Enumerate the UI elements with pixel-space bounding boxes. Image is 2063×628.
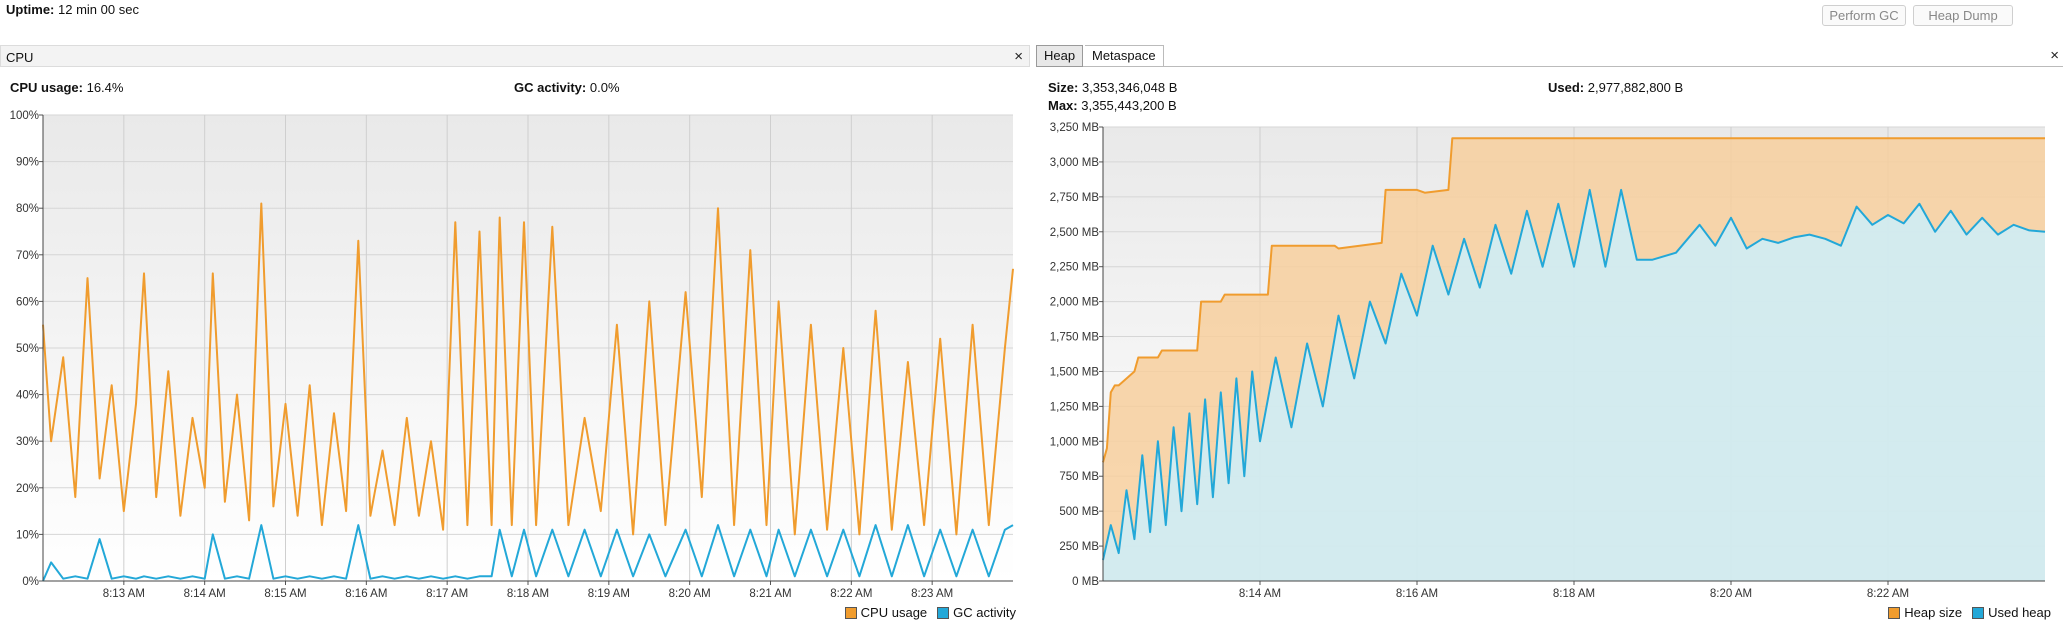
y-tick-label: 750 MB: [1059, 471, 1099, 483]
y-tick-label: 250 MB: [1059, 541, 1099, 553]
heap-size-swatch: [1888, 606, 1901, 619]
heap-panel: Heap Metaspace × Size: 3,353,346,048 B M…: [1036, 45, 2063, 620]
x-tick-label: 8:15 AM: [264, 588, 306, 600]
heap-max-value: 3,355,443,200 B: [1081, 98, 1177, 113]
cpu-panel: CPU × CPU usage: 16.4% GC activity: 0.0%…: [0, 45, 1030, 620]
y-tick-label: 90%: [16, 157, 39, 169]
y-tick-label: 1,500 MB: [1050, 366, 1100, 378]
heap-chart: 0 MB 250 MB 500 MB 750 MB 1,000 MB 1,250 MB 1,…: [1050, 122, 2046, 600]
x-tick-label: 8:13 AM: [103, 588, 145, 600]
gc-activity-line: [42, 524, 1014, 582]
heap-max-stat: Max: 3,355,443,200 B: [1048, 98, 1177, 113]
y-tick-label: 2,750 MB: [1050, 192, 1100, 204]
cpu-panel-title: CPU: [6, 50, 34, 65]
legend-heap-size: Heap size: [1904, 605, 1963, 620]
y-tick-label: 100%: [10, 110, 39, 122]
uptime-value: 12 min 00 sec: [58, 2, 139, 17]
y-tick-label: 40%: [16, 390, 39, 402]
legend-cpu-usage: CPU usage: [860, 605, 928, 620]
y-tick-label: 80%: [16, 203, 39, 215]
x-tick-label: 8:14 AM: [184, 588, 226, 600]
heap-size-line: [1102, 137, 2045, 463]
x-tick-label: 8:22 AM: [1867, 588, 1909, 600]
gc-activity-swatch: [937, 606, 950, 619]
used-heap-area: [1103, 189, 2045, 581]
heap-size-value: 3,353,346,048 B: [1081, 80, 1178, 95]
heap-max-label: Max:: [1048, 98, 1078, 113]
cpu-legend: CPU usage GC activity: [844, 605, 1016, 620]
heap-panel-tabbar: Heap Metaspace ×: [1036, 45, 2063, 67]
y-tick-label: 10%: [16, 529, 39, 541]
cpu-usage-swatch: [844, 606, 857, 619]
cpu-usage-stat: CPU usage: 16.4%: [10, 80, 123, 95]
y-tick-label: 1,000 MB: [1050, 436, 1100, 448]
x-tick-label: 8:14 AM: [1239, 588, 1281, 600]
y-tick-label: 2,000 MB: [1050, 297, 1100, 309]
cpu-chart: 0% 10% 20% 30% 40% 50% 60% 70% 80% 90% 100% 8:13 AM…: [10, 110, 1014, 600]
heap-panel-close-icon[interactable]: ×: [2050, 47, 2059, 64]
x-tick-label: 8:19 AM: [588, 588, 630, 600]
cpu-panel-close-icon[interactable]: ×: [1014, 48, 1023, 65]
gc-activity-label: GC activity:: [514, 80, 587, 95]
y-tick-label: 2,500 MB: [1050, 227, 1100, 239]
heap-used-value: 2,977,882,800 B: [1587, 80, 1684, 95]
y-tick-label: 70%: [16, 250, 39, 262]
x-tick-label: 8:20 AM: [669, 588, 711, 600]
x-tick-label: 8:18 AM: [507, 588, 549, 600]
y-tick-label: 60%: [16, 296, 39, 308]
y-tick-label: 0 MB: [1072, 576, 1099, 588]
x-tick-label: 8:20 AM: [1710, 588, 1752, 600]
x-tick-label: 8:17 AM: [426, 588, 468, 600]
x-tick-label: 8:18 AM: [1553, 588, 1595, 600]
tab-heap[interactable]: Heap: [1036, 45, 1084, 67]
heap-used-stat: Used: 2,977,882,800 B: [1548, 80, 1683, 95]
cpu-usage-label: CPU usage:: [10, 80, 83, 95]
y-tick-label: 50%: [16, 343, 39, 355]
uptime-label: Uptime:: [6, 2, 55, 17]
used-heap-swatch: [1972, 606, 1985, 619]
y-tick-label: 3,000 MB: [1050, 157, 1100, 169]
gc-activity-value: 0.0%: [589, 80, 620, 95]
used-heap-line: [1102, 188, 2046, 561]
x-tick-label: 8:21 AM: [749, 588, 791, 600]
heap-used-label: Used:: [1548, 80, 1585, 95]
heap-size-label: Size:: [1048, 80, 1079, 95]
legend-used-heap: Used heap: [1988, 605, 2051, 620]
tab-metaspace[interactable]: Metaspace: [1085, 45, 1164, 67]
cpu-usage-line: [42, 202, 1014, 536]
y-tick-label: 1,250 MB: [1050, 401, 1100, 413]
y-tick-label: 2,250 MB: [1050, 262, 1100, 274]
heap-legend: Heap size Used heap: [1888, 605, 2051, 620]
y-tick-label: 1,750 MB: [1050, 332, 1100, 344]
y-tick-label: 30%: [16, 436, 39, 448]
cpu-panel-titlebar: CPU ×: [0, 45, 1030, 67]
y-tick-label: 500 MB: [1059, 506, 1099, 518]
perform-gc-button[interactable]: Perform GC: [1822, 5, 1906, 26]
legend-gc-activity: GC activity: [953, 605, 1016, 620]
y-tick-label: 3,250 MB: [1050, 122, 1100, 134]
x-tick-label: 8:23 AM: [911, 588, 953, 600]
gc-activity-stat: GC activity: 0.0%: [514, 80, 620, 95]
heap-dump-button[interactable]: Heap Dump: [1913, 5, 2013, 26]
cpu-usage-value: 16.4%: [86, 80, 124, 95]
x-tick-label: 8:22 AM: [830, 588, 872, 600]
uptime-readout: Uptime: 12 min 00 sec: [6, 2, 139, 17]
y-tick-label: 20%: [16, 483, 39, 495]
y-tick-label: 0%: [22, 576, 39, 588]
x-tick-label: 8:16 AM: [1396, 588, 1438, 600]
x-tick-label: 8:16 AM: [345, 588, 387, 600]
heap-size-stat: Size: 3,353,346,048 B: [1048, 80, 1177, 95]
